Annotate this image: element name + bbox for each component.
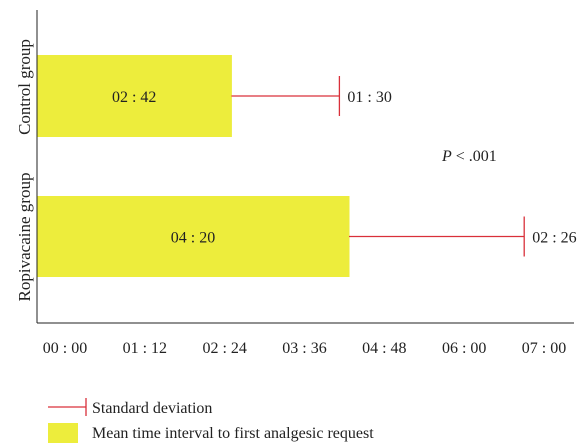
x-tick-label: 00 : 00 xyxy=(43,340,87,357)
legend-label-standard-deviation: Standard deviation xyxy=(92,400,212,417)
legend: Standard deviation Mean time interval to… xyxy=(48,398,374,443)
x-tick-label: 03 : 36 xyxy=(282,340,326,357)
x-tick-label: 07 : 00 xyxy=(522,340,566,357)
legend-bar-swatch xyxy=(48,423,78,443)
error-bars-layer xyxy=(231,76,525,257)
p-value-text: < .001 xyxy=(452,148,497,165)
x-tick-label: 06 : 00 xyxy=(442,340,486,357)
p-value-annotation: P < .001 xyxy=(441,148,497,165)
bar-value-label-1: 04 : 20 xyxy=(171,230,215,247)
x-ticks-layer: 00 : 00 01 : 12 02 : 24 03 : 36 04 : 48 06 : … xyxy=(43,340,566,357)
legend-label-mean-time: Mean time interval to first analgesic re… xyxy=(92,425,374,442)
bar-value-label-0: 02 : 42 xyxy=(112,89,156,106)
error-value-label-1: 02 : 26 xyxy=(532,230,576,247)
x-tick-label: 04 : 48 xyxy=(362,340,406,357)
bar-control xyxy=(37,55,232,137)
labels-layer: 02 : 42 01 : 30 04 : 20 02 : 26 xyxy=(112,89,577,247)
category-label-control: Control group xyxy=(15,39,34,135)
bars-layer xyxy=(37,55,350,277)
category-label-ropivacaine: Ropivacaine group xyxy=(15,173,34,302)
x-tick-label: 02 : 24 xyxy=(202,340,246,357)
p-value-italic: P xyxy=(441,148,452,165)
bar-ropivacaine xyxy=(37,196,350,277)
error-value-label-0: 01 : 30 xyxy=(347,89,391,106)
x-tick-label: 01 : 12 xyxy=(123,340,167,357)
